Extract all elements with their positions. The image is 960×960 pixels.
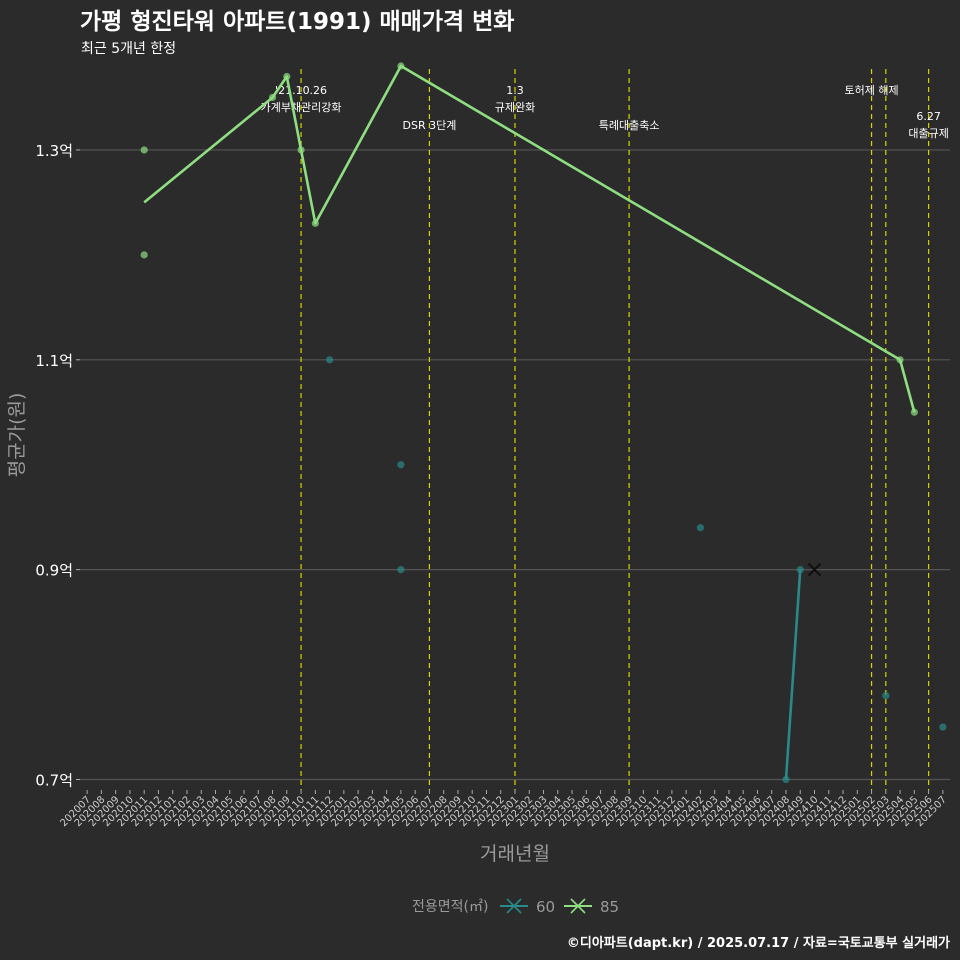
event-label-1-0: DSR 3단계 — [403, 119, 457, 132]
data-point-60-5 — [796, 566, 804, 574]
data-point-60-6 — [882, 691, 890, 700]
event-label-2-0: 1.3 — [506, 84, 524, 97]
legend: 전용면적(㎡) 60 85 — [412, 898, 619, 916]
data-point-85-0 — [140, 146, 148, 154]
data-point-85-4 — [297, 146, 305, 154]
x-axis-title: 거래년월 — [480, 843, 550, 865]
y-axis-ticks: 0.7억 0.9억 1.1억 1.3억 — [35, 142, 80, 790]
series-points — [140, 62, 947, 784]
data-point-60-0 — [325, 356, 334, 364]
event-label-2-1: 규제완화 — [495, 101, 535, 114]
event-label-0-0: '21.10.26 — [275, 84, 327, 97]
event-label-6-0: 6.27 — [916, 110, 941, 123]
data-point-60-1 — [397, 461, 405, 469]
event-label-4-0: 토허제 해제 — [845, 83, 899, 97]
series-line-85 — [143, 64, 916, 413]
y-axis-title: 평균가(원) — [6, 393, 28, 478]
current-price-marker — [807, 562, 822, 577]
legend-key-85 — [564, 898, 592, 914]
footer-source: ©디아파트(dapt.kr) / 2025.07.17 / 자료=국토교통부 실… — [567, 935, 950, 951]
data-point-60-7 — [939, 723, 947, 731]
data-point-60-3 — [696, 524, 705, 532]
data-point-85-6 — [397, 62, 405, 70]
legend-label-85: 85 — [600, 898, 619, 916]
data-point-85-2 — [268, 93, 277, 102]
data-point-85-8 — [910, 408, 918, 416]
legend-key-60 — [500, 898, 528, 914]
event-label-0-1: 가계부채관리강화 — [261, 101, 342, 114]
series-line-60 — [784, 569, 802, 780]
y-tick-label-3: 1.3억 — [35, 142, 73, 160]
legend-label-60: 60 — [536, 898, 555, 916]
data-point-85-5 — [311, 219, 319, 227]
series-lines — [143, 64, 916, 780]
y-tick-label-1: 0.9억 — [35, 562, 73, 580]
event-label-3-0: 특례대출축소 — [599, 119, 660, 132]
chart-subtitle: 최근 5개년 한정 — [81, 41, 176, 57]
data-point-60-2 — [397, 566, 405, 574]
legend-title: 전용면적(㎡) — [412, 899, 488, 915]
y-tick-label-0: 0.7억 — [35, 772, 73, 790]
data-point-60-4 — [782, 775, 790, 784]
chart-title: 가평 형진타워 아파트(1991) 매매가격 변화 — [80, 9, 514, 35]
y-tick-label-2: 1.1억 — [35, 352, 73, 370]
data-point-85-1 — [140, 251, 148, 259]
data-point-85-7 — [896, 356, 904, 364]
event-label-6-1: 대출규제 — [908, 127, 948, 140]
data-point-85-3 — [283, 72, 291, 81]
current-marker-stroke-b — [807, 562, 822, 577]
